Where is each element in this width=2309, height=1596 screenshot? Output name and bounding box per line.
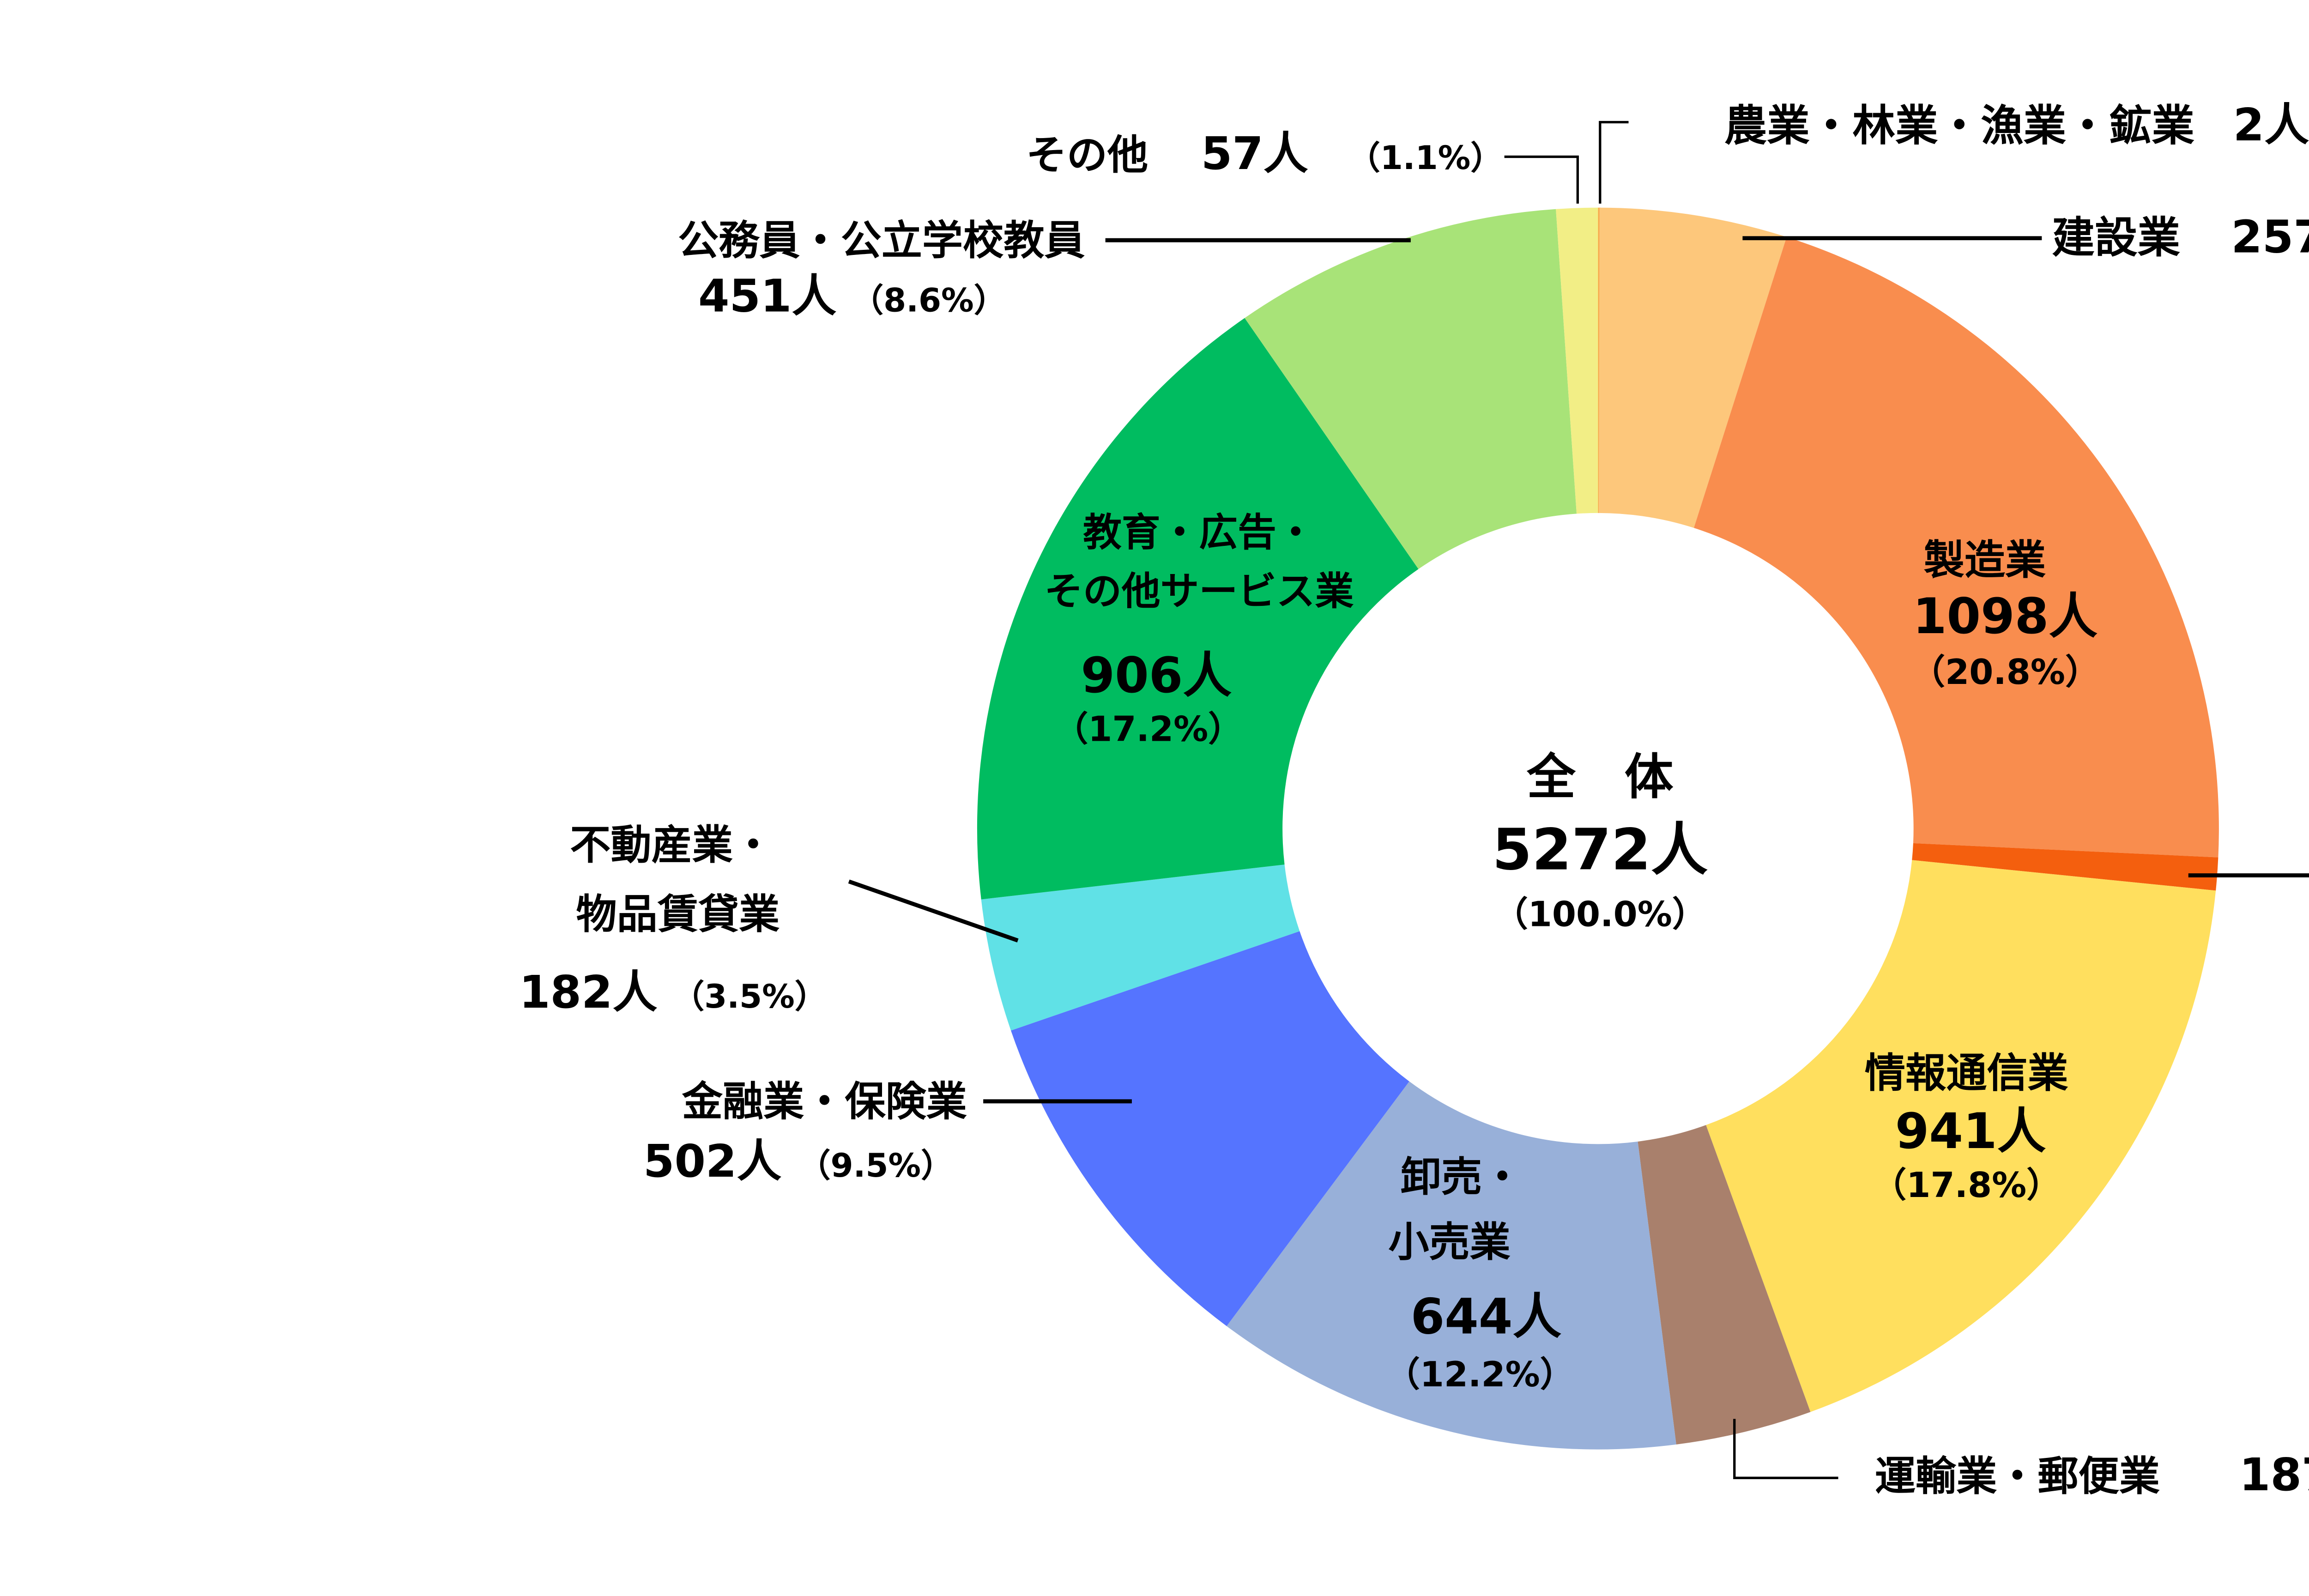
label-realestate-line1: 不動産業・: [570, 821, 774, 869]
label-realestate-line2: 物品賃貸業: [576, 890, 780, 938]
label-other-name: その他: [1026, 131, 1148, 179]
label-ict: 情報通信業 941人 （17.8%）: [1865, 1049, 2068, 1205]
label-realestate: 不動産業・ 物品賃貸業 182人 （3.5%）: [519, 821, 827, 1018]
label-education-line1: 教育・広告・: [1083, 509, 1315, 555]
label-other-pct: （1.1%）: [1348, 139, 1503, 177]
label-transport: 運輸業・郵便業 187人 （3.5%）: [1875, 1449, 2309, 1501]
label-transport-name: 運輸業・郵便業: [1875, 1452, 2160, 1500]
center-title: 全 体: [1526, 749, 1674, 805]
label-ict-count: 941人: [1895, 1103, 2046, 1160]
leader-line-realestate: [848, 879, 1019, 943]
label-public-pct: （8.6%）: [851, 281, 1007, 319]
label-agri-name: 農業・林業・漁業・鉱業: [1724, 101, 2195, 151]
label-construction-count: 257人: [2231, 211, 2309, 263]
donut-slice: [1011, 931, 1409, 1326]
donut-slice: [1912, 843, 2218, 891]
leader-line-transport: [1733, 1419, 1838, 1479]
label-finance: 金融業・保険業 502人 （9.5%）: [643, 1078, 967, 1187]
label-public-count: 451人: [698, 270, 836, 322]
leader-lines: [848, 121, 2309, 1479]
label-finance-pct: （9.5%）: [798, 1147, 954, 1185]
label-education-line2: その他サービス業: [1044, 568, 1354, 614]
label-finance-name: 金融業・保険業: [682, 1078, 967, 1125]
donut-slices: [977, 207, 2219, 1450]
label-ict-name: 情報通信業: [1865, 1049, 2068, 1097]
donut-slice: [1556, 207, 1598, 514]
donut-slice: [1599, 207, 1787, 528]
label-education-pct: （17.2%）: [1053, 709, 1243, 750]
label-agri-count: 2人: [2233, 99, 2309, 151]
label-transport-count: 187人: [2239, 1449, 2309, 1501]
donut-slice: [1706, 860, 2216, 1412]
label-construction-name: 建設業: [2052, 213, 2180, 263]
donut-slice: [1227, 1081, 1676, 1450]
label-other-count: 57人: [1201, 127, 1308, 180]
label-manufacturing-count: 1098人: [1913, 588, 2097, 645]
donut-slice: [1245, 209, 1577, 569]
label-retail-line2: 小売業: [1388, 1218, 1510, 1266]
label-ict-pct: （17.8%）: [1872, 1165, 2061, 1205]
label-public-name: 公務員・公立学校教員: [678, 217, 1085, 264]
label-manufacturing: 製造業 1098人 （20.8%）: [1910, 536, 2100, 692]
leader-line-agri: [1599, 121, 1629, 204]
center-count: 5272人: [1492, 816, 1708, 883]
label-construction: 建設業 257人 （4.9%）: [2052, 211, 2309, 263]
donut-slice: [977, 318, 1419, 900]
label-retail-pct: （12.2%）: [1385, 1354, 1575, 1395]
label-retail-line1: 卸売・: [1401, 1153, 1523, 1201]
label-realestate-count: 182人: [519, 966, 657, 1018]
label-manufacturing-name: 製造業: [1924, 536, 2046, 584]
leader-line-other: [1504, 155, 1579, 204]
label-education: 教育・広告・ その他サービス業 906人 （17.2%）: [1044, 509, 1354, 749]
label-retail: 卸売・ 小売業 644人 （12.2%）: [1385, 1153, 1575, 1395]
center-percent: （100.0%）: [1493, 894, 1707, 935]
donut-slice: [1638, 1125, 1811, 1445]
center-label: 全 体 5272人 （100.0%）: [1492, 749, 1708, 935]
label-education-count: 906人: [1081, 647, 1232, 704]
label-finance-count: 502人: [643, 1135, 781, 1187]
label-agri: 農業・林業・漁業・鉱業 2人 （0.04%）: [1724, 99, 2309, 151]
donut-slice: [1693, 237, 2219, 858]
label-realestate-pct: （3.5%）: [672, 978, 828, 1016]
label-manufacturing-pct: （20.8%）: [1910, 652, 2100, 692]
donut-slice: [981, 864, 1300, 1031]
label-retail-count: 644人: [1411, 1288, 1562, 1345]
label-public: 公務員・公立学校教員 451人 （8.6%）: [678, 217, 1085, 322]
label-other: その他 57人 （1.1%）: [1026, 127, 1503, 180]
